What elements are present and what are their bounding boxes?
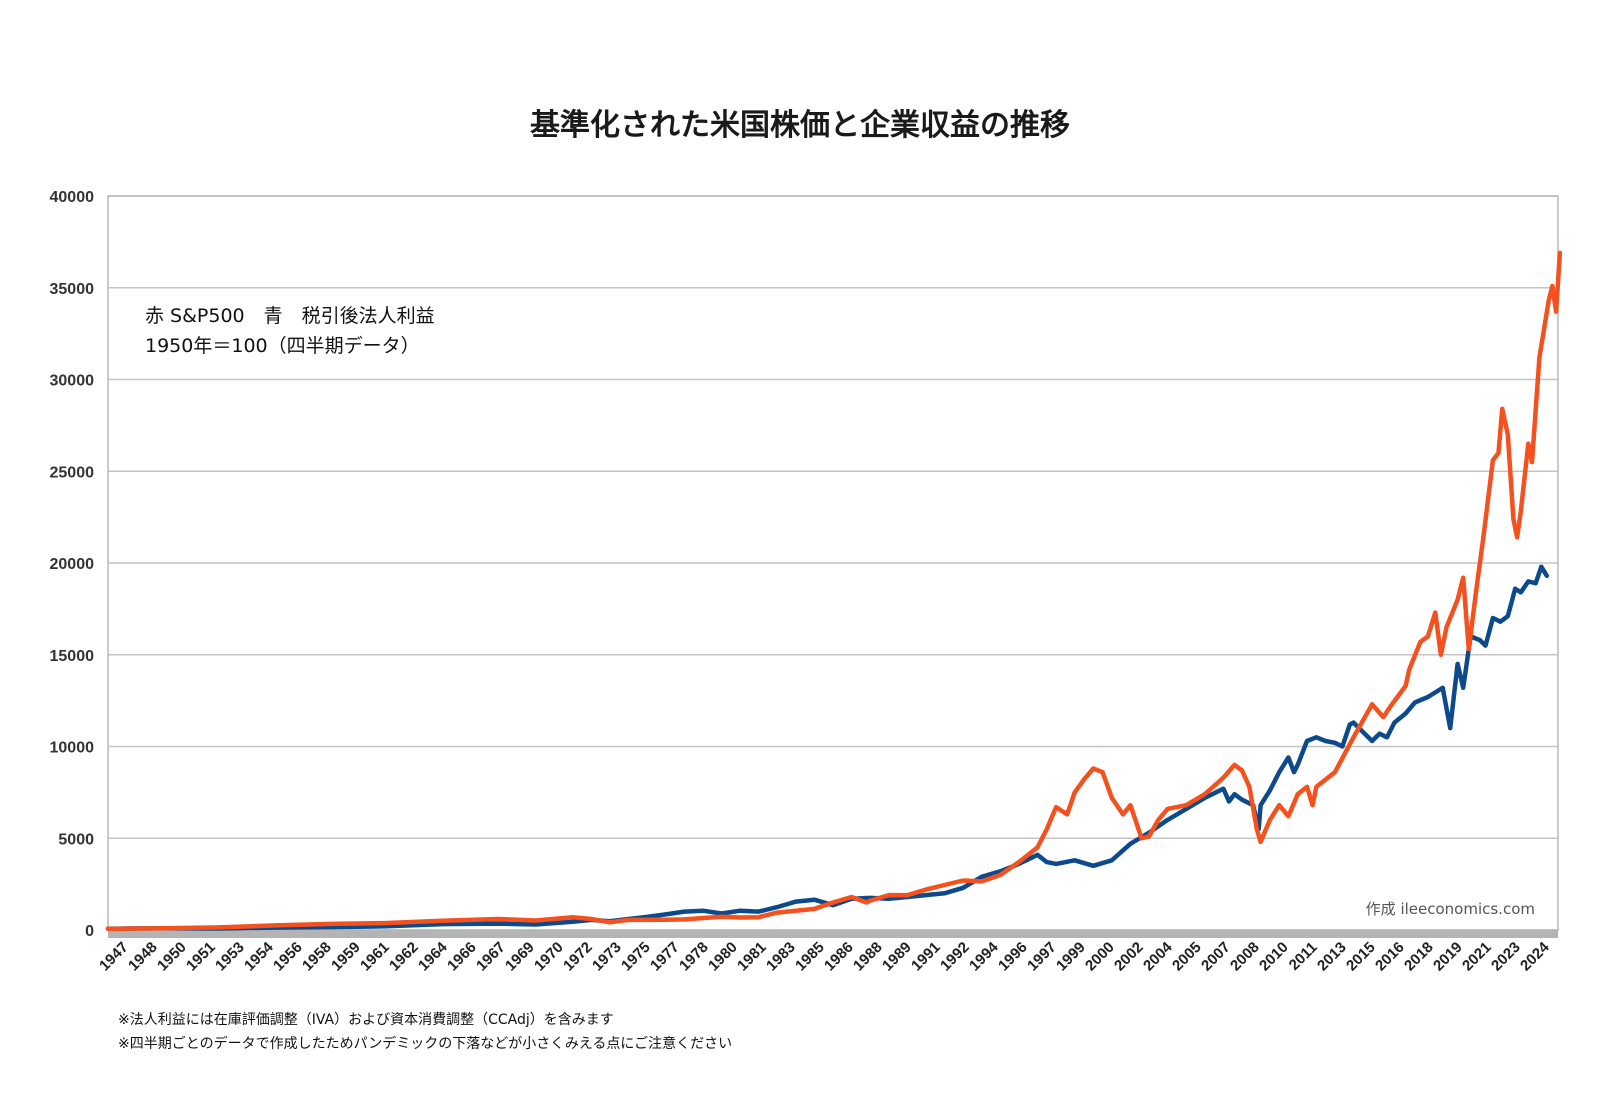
series-lines — [105, 250, 1563, 932]
y-tick-label: 5000 — [58, 831, 94, 848]
x-tick-label: 1961 — [357, 939, 393, 975]
y-tick-label: 35000 — [50, 281, 95, 298]
x-tick-label: 1994 — [966, 938, 1002, 974]
x-tick-label: 1948 — [125, 939, 161, 975]
series-line-0 — [105, 250, 1563, 932]
y-tick-label: 0 — [85, 923, 94, 940]
x-tick-label: 1970 — [531, 939, 567, 975]
x-tick-label: 1983 — [763, 939, 799, 975]
credit-label: 作成 ileeconomics.com — [1366, 900, 1535, 918]
x-tick-label: 1953 — [212, 939, 248, 975]
x-tick-label: 2004 — [1140, 938, 1176, 974]
x-tick-label: 2007 — [1198, 939, 1234, 975]
x-axis-band — [108, 930, 1558, 938]
x-tick-label: 1947 — [96, 939, 132, 975]
x-tick-label: 2021 — [1459, 939, 1495, 975]
note-quarterly: ※四半期ごとのデータで作成したためパンデミックの下落などが小さくみえる点にご注意… — [118, 1036, 733, 1052]
x-tick-label: 2019 — [1430, 939, 1466, 975]
x-tick-label: 2015 — [1343, 939, 1379, 975]
x-tick-label: 2013 — [1314, 939, 1350, 975]
y-tick-label: 30000 — [50, 373, 95, 390]
x-tick-label: 1989 — [879, 939, 915, 975]
x-tick-label: 1977 — [647, 939, 683, 975]
y-tick-label: 40000 — [50, 189, 95, 206]
x-tick-label: 1992 — [937, 939, 973, 975]
x-tick-label: 1972 — [560, 939, 596, 975]
x-tick-label: 2024 — [1517, 938, 1553, 974]
x-tick-label: 1986 — [821, 939, 857, 975]
y-tick-label: 10000 — [50, 740, 95, 757]
x-tick-label: 2018 — [1401, 939, 1437, 975]
x-axis-ticks: 1947194819501951195319541956195819591961… — [96, 938, 1553, 974]
x-tick-label: 2008 — [1227, 939, 1263, 975]
chart-title: 基準化された米国株価と企業収益の推移 — [530, 108, 1070, 143]
x-tick-label: 2016 — [1372, 939, 1408, 975]
x-tick-label: 1991 — [908, 939, 944, 975]
x-tick-label: 2005 — [1169, 939, 1205, 975]
x-tick-label: 1962 — [386, 939, 422, 975]
x-tick-label: 1985 — [792, 939, 828, 975]
note-iva-ccadj: ※法人利益には在庫評価調整（IVA）および資本消費調整（CCAdj）を含みます — [118, 1012, 614, 1028]
y-axis-ticks: 0 5000 10000 15000 20000 25000 30000 35000 40000 — [50, 189, 95, 940]
base-year-annotation: 1950年＝100（四半期データ） — [145, 335, 420, 357]
legend-annotation: 赤 S&P500 青 税引後法人利益 — [145, 305, 435, 327]
x-tick-label: 1988 — [850, 939, 886, 975]
y-tick-label: 15000 — [50, 648, 95, 665]
x-tick-label: 2000 — [1082, 939, 1118, 975]
x-tick-label: 1981 — [734, 939, 770, 975]
y-tick-label: 20000 — [50, 556, 95, 573]
x-tick-label: 1954 — [241, 938, 277, 974]
x-tick-label: 1973 — [589, 939, 625, 975]
x-tick-label: 1969 — [502, 939, 538, 975]
x-tick-label: 1997 — [1024, 939, 1060, 975]
x-tick-label: 2011 — [1286, 939, 1321, 974]
x-tick-label: 1996 — [995, 939, 1031, 975]
series-line-1 — [105, 564, 1550, 931]
x-tick-label: 2023 — [1488, 939, 1524, 975]
x-tick-label: 1967 — [473, 939, 509, 975]
x-tick-label: 1950 — [154, 939, 190, 975]
x-tick-label: 1964 — [415, 938, 451, 974]
y-tick-label: 25000 — [50, 464, 95, 481]
x-tick-label: 1999 — [1053, 939, 1089, 975]
x-tick-label: 1958 — [299, 939, 335, 975]
x-tick-label: 2010 — [1256, 939, 1292, 975]
x-tick-label: 1978 — [676, 939, 712, 975]
x-tick-label: 1975 — [618, 939, 654, 975]
x-tick-label: 1966 — [444, 939, 480, 975]
x-tick-label: 1980 — [705, 939, 741, 975]
x-tick-label: 1959 — [328, 939, 364, 975]
x-tick-label: 1956 — [270, 939, 306, 975]
x-tick-label: 1951 — [183, 939, 219, 975]
x-tick-label: 2002 — [1111, 939, 1147, 975]
